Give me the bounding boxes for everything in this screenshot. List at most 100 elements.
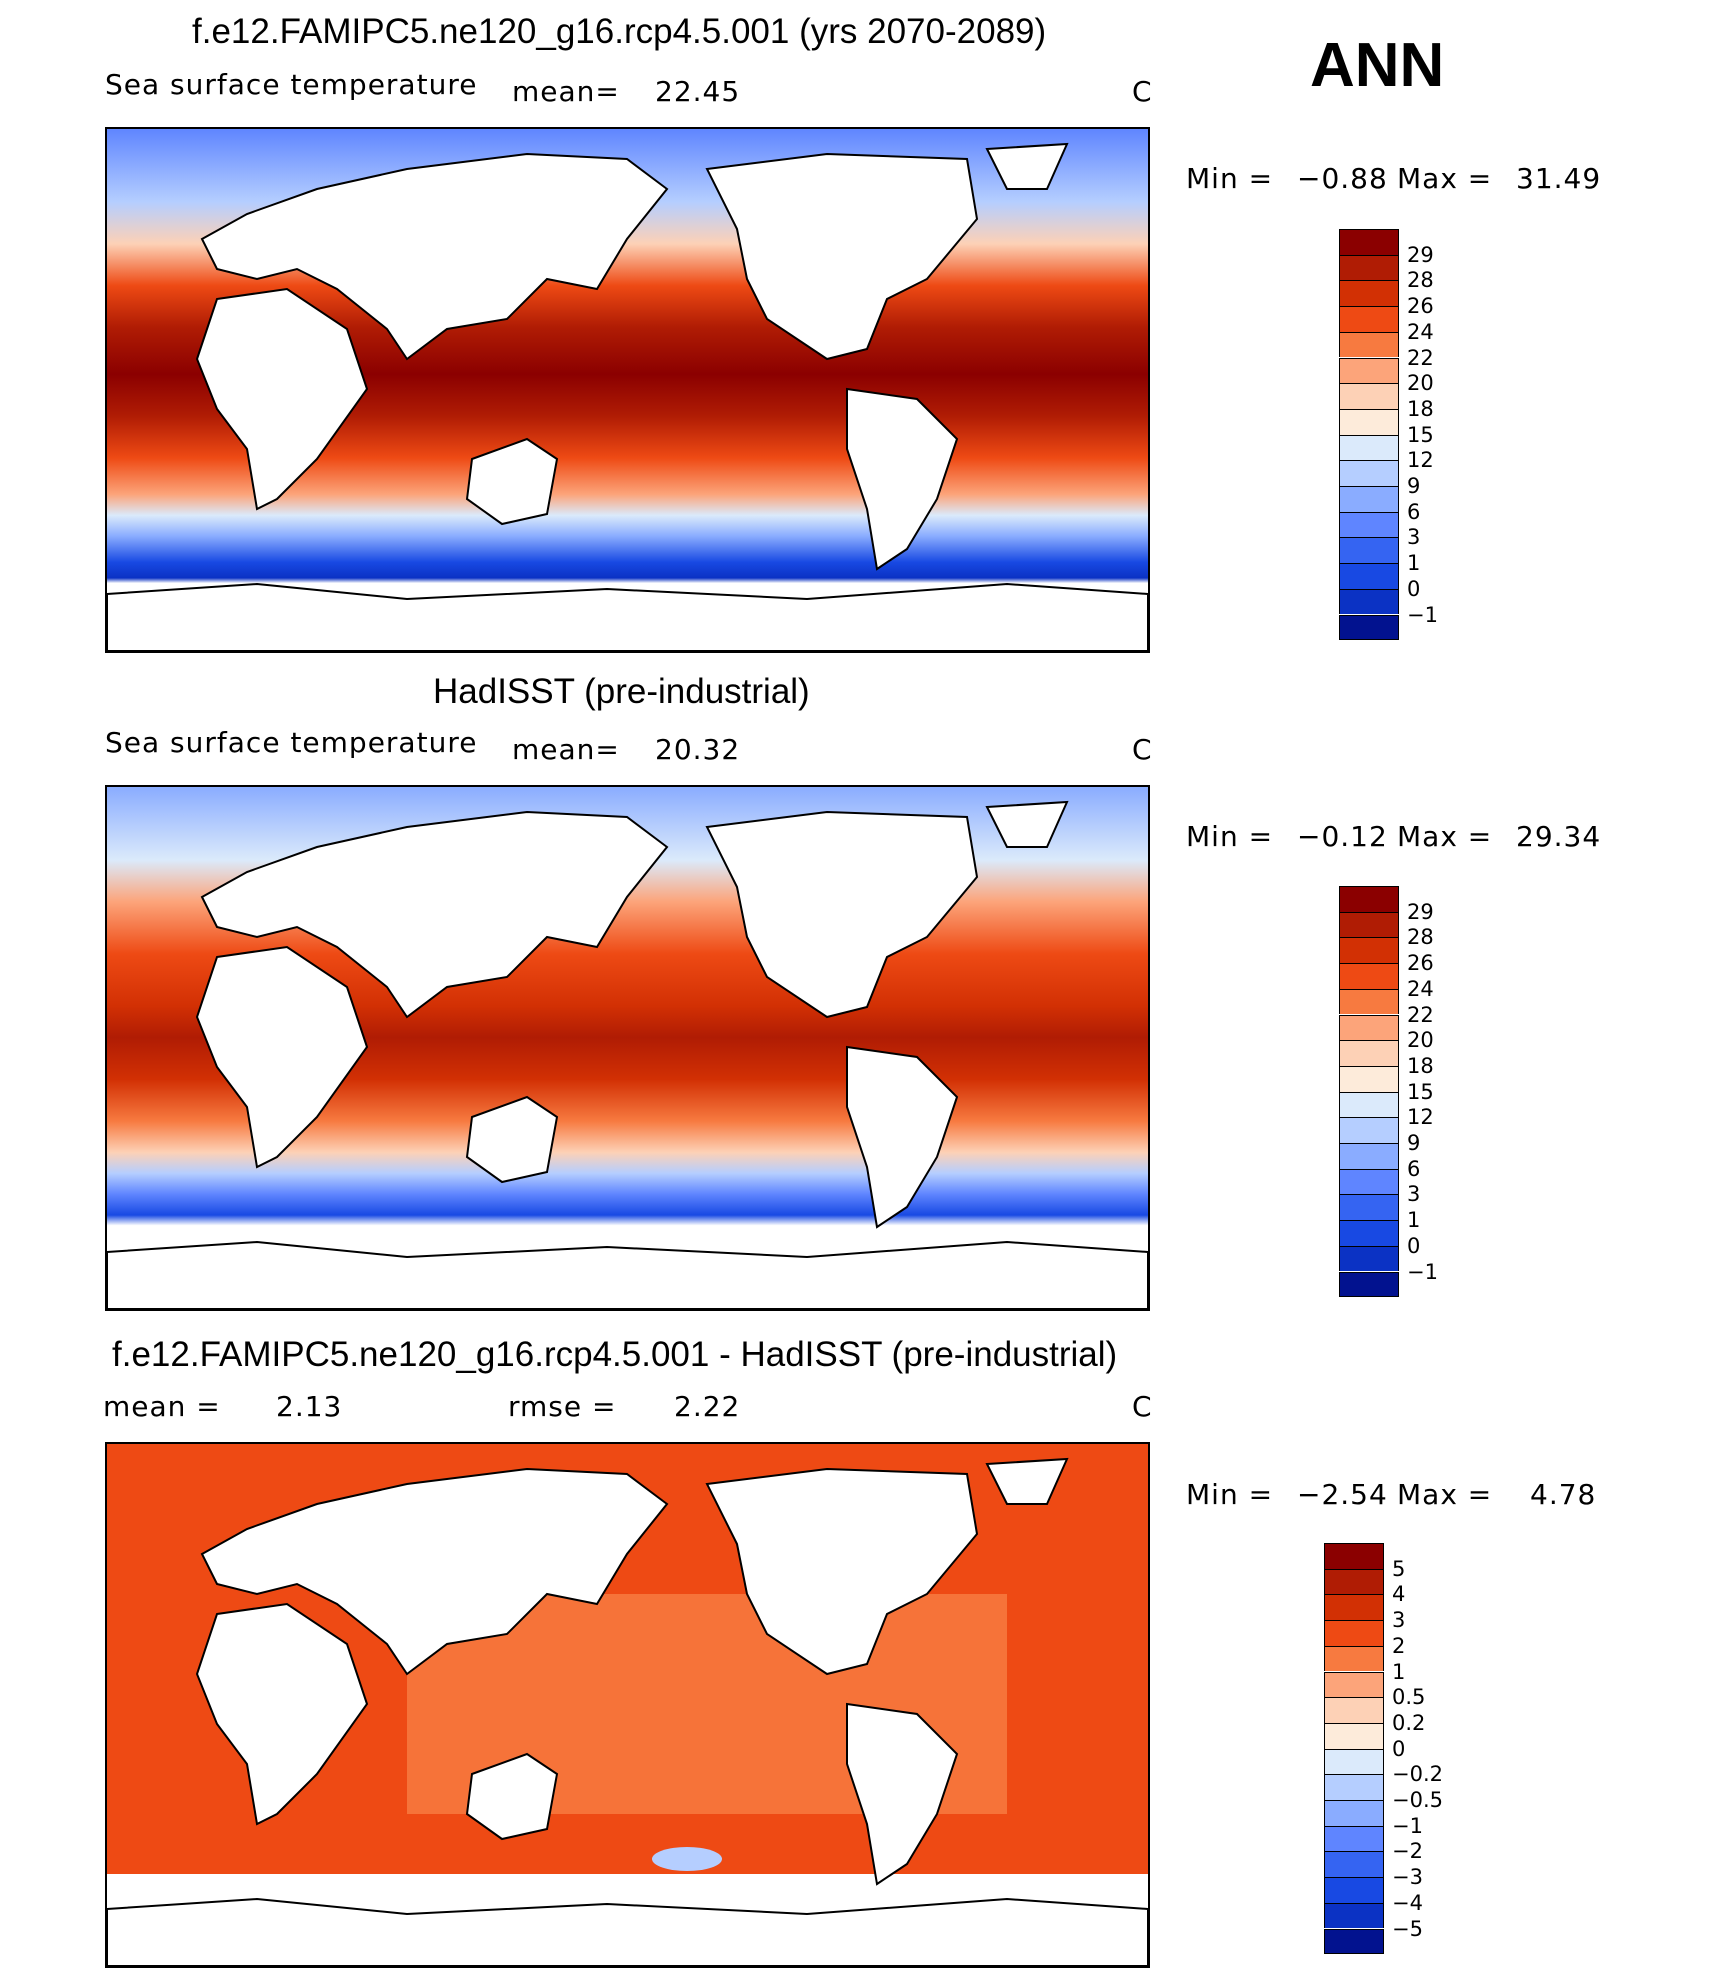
colorbar-tick-label: 1 [1407,1208,1421,1233]
colorbar-tick-label: 12 [1407,448,1434,473]
colorbar-tick-label: 26 [1407,951,1434,976]
colorbar-tick-label: 0.5 [1392,1685,1426,1710]
colorbar-tick-label: 9 [1407,1131,1421,1155]
panel2-mean-value: 20.32 [655,733,741,766]
colorbar-segment [1324,1928,1384,1955]
panel1-min-label: Min = [1186,162,1274,195]
colorbar-segment [1324,1851,1384,1878]
colorbar-tick-label: 28 [1407,268,1434,293]
panel2-max-value: 29.34 [1516,820,1602,853]
colorbar-tick-label: −1 [1407,602,1438,627]
colorbar-segment [1339,588,1399,615]
colorbar-tick-label: 29 [1407,899,1434,924]
colorbar-tick-label: 6 [1407,499,1421,524]
season-label: ANN [1310,31,1445,100]
panel3-units: C [1132,1390,1153,1423]
panel3-max-value: 4.78 [1530,1478,1597,1511]
panel2-units: C [1132,733,1153,766]
colorbar-tick-label: 1 [1407,551,1421,576]
colorbar-tick-label: 6 [1407,1156,1421,1181]
panel3-mean-value: 2.13 [276,1390,343,1423]
panel3-max-label: Max = [1397,1478,1493,1511]
colorbar-segment [1324,1697,1384,1723]
panel2-mean-label: mean= [512,733,620,766]
colorbar-tick-label: −3 [1392,1865,1423,1890]
panel1-min-value: −0.88 [1297,162,1388,195]
colorbar-segment [1339,229,1399,255]
colorbar-segment [1339,537,1399,564]
colorbar-tick-label: −4 [1392,1890,1423,1915]
panel3-min-value: −2.54 [1297,1478,1388,1511]
colorbar-segment [1324,1825,1384,1852]
panel1-mean-value: 22.45 [655,75,741,108]
colorbar-tick-label: 12 [1407,1105,1434,1130]
colorbar-segment [1339,886,1399,912]
colorbar-segment [1324,1800,1384,1826]
colorbar-segment [1339,563,1399,589]
panel1-max-value: 31.49 [1516,162,1602,195]
colorbar-segment [1324,1722,1384,1749]
colorbar-segment [1324,1774,1384,1800]
panel3-mean-label: mean = [103,1390,221,1423]
panel1-title: f.e12.FAMIPC5.ne120_g16.rcp4.5.001 (yrs … [192,12,1047,51]
colorbar-segment [1339,408,1399,435]
panel3-min-label: Min = [1186,1478,1274,1511]
panel2-map-svg [107,787,1148,1309]
panel2-min-label: Min = [1186,820,1274,853]
colorbar-segment [1339,1143,1399,1169]
colorbar-tick-label: 22 [1407,345,1434,370]
colorbar-segment [1339,1065,1399,1092]
colorbar-segment [1339,1040,1399,1066]
colorbar-tick-label: −0.5 [1392,1788,1443,1812]
colorbar-segment [1324,1543,1384,1569]
colorbar-tick-label: 3 [1407,525,1421,550]
colorbar-tick-label: 1 [1392,1659,1406,1684]
colorbar-segment [1339,1168,1399,1195]
panel3-rmse-label: rmse = [508,1390,617,1423]
panel1-mean-label: mean= [512,75,620,108]
colorbar-tick-label: 15 [1407,1079,1434,1104]
colorbar-tick-label: 2 [1392,1633,1406,1658]
colorbar-segment [1339,383,1399,409]
panel3-title: f.e12.FAMIPC5.ne120_g16.rcp4.5.001 - Had… [112,1335,1118,1374]
colorbar-segment [1324,1902,1384,1929]
panel3-map [105,1442,1150,1968]
colorbar-segment [1339,1220,1399,1246]
colorbar-tick-label: −5 [1392,1916,1423,1941]
panel2-min-value: −0.12 [1297,820,1388,853]
colorbar-tick-label: 15 [1407,422,1434,447]
colorbar-segment [1339,357,1399,384]
colorbar-segment [1339,1194,1399,1221]
colorbar-segment [1339,434,1399,461]
colorbar-tick-label: 26 [1407,294,1434,319]
colorbar-tick-label: −2 [1392,1839,1423,1864]
colorbar-segment [1339,614,1399,641]
colorbar-tick-label: 3 [1392,1608,1406,1633]
colorbar-tick-label: −1 [1392,1813,1423,1838]
panel3-map-svg [107,1444,1148,1966]
colorbar-segment [1324,1620,1384,1646]
panel1-units: C [1132,75,1153,108]
colorbar-segment [1339,988,1399,1015]
panel1-map-svg [107,129,1148,651]
colorbar-tick-label: 20 [1407,371,1434,396]
colorbar-segment [1339,1271,1399,1298]
colorbar-segment [1339,1014,1399,1041]
colorbar-segment [1339,306,1399,332]
colorbar-segment [1339,1245,1399,1272]
colorbar-tick-label: 0.2 [1392,1710,1426,1735]
colorbar-tick-label: 18 [1407,1053,1434,1078]
colorbar-tick-label: 20 [1407,1028,1434,1053]
colorbar-tick-label: 24 [1407,319,1434,344]
colorbar-segment [1339,511,1399,538]
panel2-map [105,785,1150,1311]
panel1-max-label: Max = [1397,162,1493,195]
colorbar-tick-label: 18 [1407,396,1434,421]
colorbar-segment [1339,963,1399,989]
panel2-title: HadISST (pre-industrial) [433,672,810,711]
colorbar-segment [1324,1568,1384,1595]
colorbar-tick-label: 0 [1407,576,1421,601]
panel1-variable: Sea surface temperature [105,68,478,101]
colorbar-segment [1324,1748,1384,1775]
colorbar-tick-label: 0 [1407,1233,1421,1258]
